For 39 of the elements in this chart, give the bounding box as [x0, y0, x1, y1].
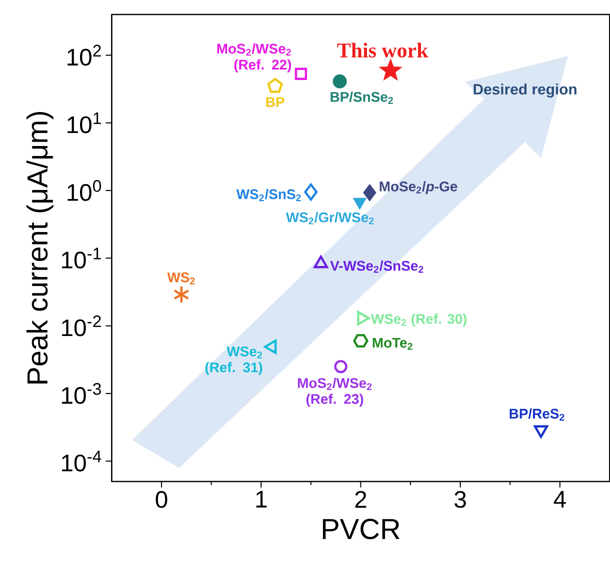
point	[267, 78, 283, 93]
point	[334, 360, 348, 374]
series-label: BP	[266, 97, 284, 107]
series-label: MoS$_{2}$/WSe$_{2}$ (Ref. 23)	[298, 378, 372, 407]
series-label: MoS$_{2}$/WSe$_{2}$ (Ref. 22)	[217, 43, 292, 72]
x-tick-label: 1	[256, 490, 267, 508]
point	[294, 68, 308, 80]
point	[534, 425, 548, 438]
series-label: BP/ReS$_{2}$	[510, 408, 564, 421]
x-tick-label: 3	[454, 491, 466, 508]
y-tick-label: 10$^{-3}$	[62, 383, 101, 404]
y-tick-label: 10$^{1}$	[68, 112, 101, 134]
point	[173, 285, 190, 304]
y-tick-label: 10$^{-1}$	[62, 248, 101, 269]
series-label: MoSe$_{2}$/p-Ge	[380, 181, 458, 194]
series-label: WS$_{2}$/Gr/WSe$_{2}$	[286, 212, 374, 224]
point	[353, 334, 368, 348]
point	[304, 183, 318, 201]
point	[363, 184, 376, 202]
series-label: WSe$_{2}$ (Ref. 30)	[370, 314, 467, 327]
point	[380, 59, 402, 80]
series-label: WS$_{2}$/SnS$_{2}$	[236, 188, 301, 202]
x-tick-label: 0	[156, 491, 168, 508]
y-tick-label: 10$^{-4}$	[62, 450, 102, 472]
y-tick-label: 10$^{2}$	[68, 44, 101, 66]
series-label: BP/SnSe$_{2}$	[330, 92, 393, 104]
series-label: This work	[337, 42, 428, 58]
series-label: V-WSe$_{2}$/SnSe$_{2}$	[330, 260, 424, 273]
x-tick-label: 4	[554, 490, 566, 508]
series-label: WSe$_{2}$ (Ref. 31)	[205, 346, 262, 376]
x-axis-title: PVCR	[322, 518, 400, 540]
point	[332, 74, 347, 88]
y-tick-label: 10$^{-2}$	[62, 315, 101, 336]
annotation: Desired region	[474, 84, 576, 98]
y-tick-label: 10$^{0}$	[68, 180, 102, 201]
y-axis-title: Peak current (μA/μm)	[26, 112, 54, 384]
series-label: WS$_{2}$	[167, 272, 195, 284]
x-tick-label: 2	[355, 491, 366, 508]
series-label: MoTe$_{2}$	[372, 338, 412, 350]
